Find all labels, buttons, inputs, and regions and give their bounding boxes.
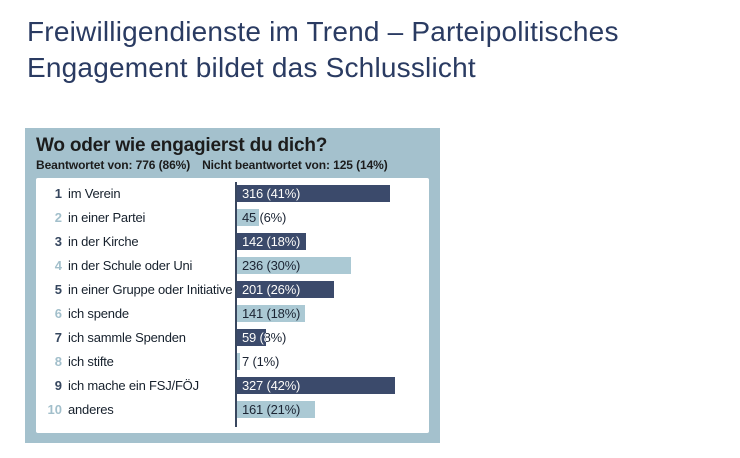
bar-value: 201 (26%)	[242, 282, 301, 297]
table-row: 7 ich sammle Spenden 59 (8%) 59 (8%)	[36, 326, 429, 350]
table-row: 5 in einer Gruppe oder Initiative 201 (2…	[36, 278, 429, 302]
not-answered-count-label: Nicht beantwortet von: 125 (14%)	[202, 158, 388, 172]
row-bar-area: 161 (21%) 161 (21%)	[237, 398, 427, 422]
table-row: 4 in der Schule oder Uni 236 (30%) 236 (…	[36, 254, 429, 278]
row-bar-area: 236 (30%) 236 (30%)	[237, 254, 427, 278]
table-row: 1 im Verein 316 (41%) 316 (41%)	[36, 182, 429, 206]
survey-question: Wo oder wie engagierst du dich?	[36, 135, 328, 156]
survey-panel: Wo oder wie engagierst du dich? Beantwor…	[25, 128, 440, 443]
bar	[237, 305, 305, 322]
survey-response-stats: Beantwortet von: 776 (86%) Nicht beantwor…	[36, 158, 431, 173]
bar	[237, 185, 390, 202]
bar	[237, 257, 351, 274]
bar-value: 236 (30%)	[242, 258, 301, 273]
row-label: ich spende	[68, 306, 129, 321]
table-row: 9 ich mache ein FSJ/FÖJ 327 (42%) 327 (4…	[36, 374, 429, 398]
row-rank: 7	[54, 330, 62, 345]
row-rank: 3	[54, 234, 62, 249]
bar	[237, 281, 334, 298]
bar	[237, 377, 395, 394]
row-bar-area: 59 (8%) 59 (8%)	[237, 326, 427, 350]
row-rank: 6	[54, 306, 62, 321]
row-label: in der Schule oder Uni	[68, 258, 193, 273]
bar-value: 45 (6%)	[242, 210, 287, 225]
row-bar-area: 141 (18%) 141 (18%)	[237, 302, 427, 326]
row-bar-area: 45 (6%) 45 (6%)	[237, 206, 427, 230]
row-label: ich sammle Spenden	[68, 330, 186, 345]
chart-axis-line	[235, 182, 237, 427]
bar-value: 7 (1%)	[242, 354, 280, 369]
row-rank: 1	[54, 186, 62, 201]
row-bar-area: 327 (42%) 327 (42%)	[237, 374, 427, 398]
bar	[237, 233, 306, 250]
bar-value: 327 (42%)	[242, 378, 301, 393]
row-bar-area: 142 (18%) 142 (18%)	[237, 230, 427, 254]
table-row: 8 ich stifte 7 (1%) 7 (1%)	[36, 350, 429, 374]
row-bar-area: 316 (41%) 316 (41%)	[237, 182, 427, 206]
bar	[237, 329, 266, 346]
bar-value: 142 (18%)	[242, 234, 301, 249]
table-row: 6 ich spende 141 (18%) 141 (18%)	[36, 302, 429, 326]
row-rank: 10	[47, 402, 62, 417]
row-rank: 9	[54, 378, 62, 393]
row-rank: 4	[54, 258, 62, 273]
row-label: im Verein	[68, 186, 121, 201]
row-bar-area: 201 (26%) 201 (26%)	[237, 278, 427, 302]
bar	[237, 353, 240, 370]
table-row: 3 in der Kirche 142 (18%) 142 (18%)	[36, 230, 429, 254]
row-label: ich mache ein FSJ/FÖJ	[68, 378, 199, 393]
row-rank: 5	[54, 282, 62, 297]
bar-value: 316 (41%)	[242, 186, 301, 201]
bar-value: 59 (8%)	[242, 330, 287, 345]
bar	[237, 209, 259, 226]
answered-count-label: Beantwortet von: 776 (86%)	[36, 158, 191, 172]
row-label: in einer Partei	[68, 210, 146, 225]
row-rank: 2	[54, 210, 62, 225]
row-rank: 8	[54, 354, 62, 369]
bar-value: 161 (21%)	[242, 402, 301, 417]
page-title: Freiwilligendienste im Trend – Parteipol…	[27, 16, 619, 83]
bar-chart: 1 im Verein 316 (41%) 316 (41%) 2 in ein…	[36, 178, 429, 433]
bar	[237, 401, 315, 418]
row-label: ich stifte	[68, 354, 114, 369]
row-label: in der Kirche	[68, 234, 139, 249]
bar-value: 141 (18%)	[242, 306, 301, 321]
table-row: 10 anderes 161 (21%) 161 (21%)	[36, 398, 429, 422]
row-label: in einer Gruppe oder Initiative	[68, 282, 233, 297]
row-bar-area: 7 (1%) 7 (1%)	[237, 350, 427, 374]
row-label: anderes	[68, 402, 114, 417]
table-row: 2 in einer Partei 45 (6%) 45 (6%)	[36, 206, 429, 230]
